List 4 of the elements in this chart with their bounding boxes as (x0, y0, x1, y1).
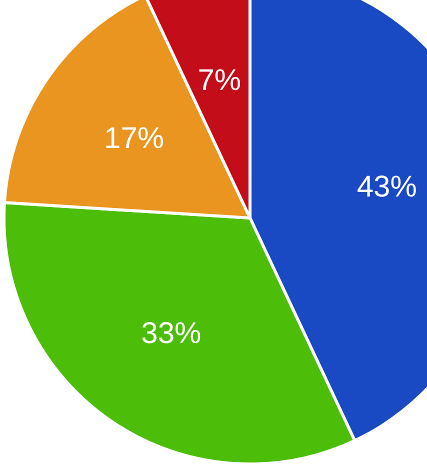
data-label: 7% (198, 64, 242, 98)
data-label: 33% (141, 316, 202, 350)
data-label: 17% (104, 122, 164, 156)
data-label: 43% (356, 170, 417, 204)
